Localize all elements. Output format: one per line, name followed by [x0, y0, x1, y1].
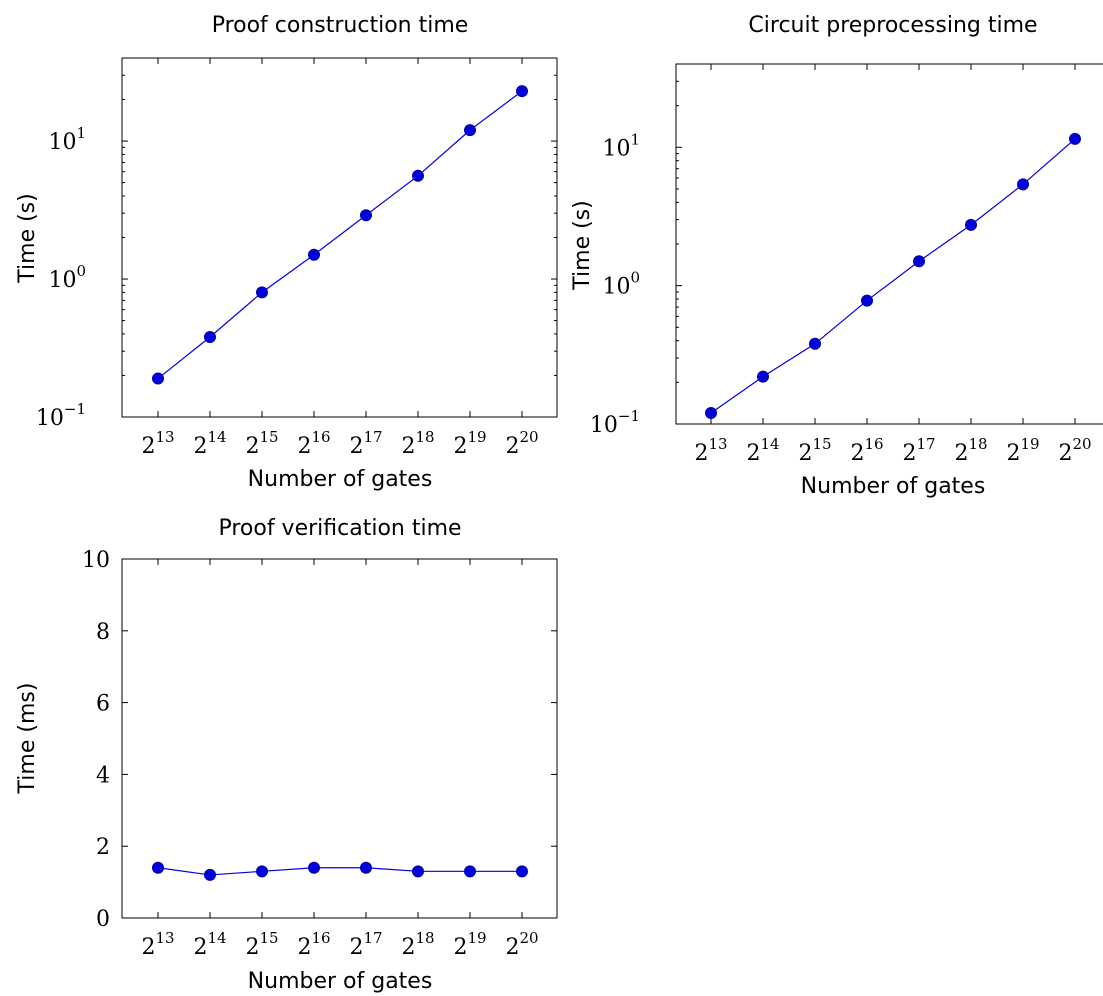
data-point	[516, 865, 528, 878]
x-tick-label: 216	[297, 929, 330, 960]
data-point	[152, 372, 164, 385]
chart-title: Proof verification time	[218, 516, 461, 541]
y-tick-label: 8	[96, 620, 110, 645]
y-tick-label: 6	[96, 692, 110, 717]
axis-ticks	[676, 63, 1076, 425]
data-point	[360, 209, 372, 222]
x-tick-label: 213	[141, 428, 174, 459]
data-point	[861, 294, 873, 307]
y-tick-labels: 10−1 100 101	[590, 130, 640, 438]
data-point	[464, 124, 476, 137]
plot-frame	[121, 57, 558, 418]
data-point	[152, 861, 164, 874]
x-tick-label: 216	[850, 435, 883, 466]
x-tick-label: 213	[141, 929, 174, 960]
data-point	[464, 865, 476, 878]
plot-frame	[675, 63, 1103, 425]
data-point	[1069, 132, 1081, 145]
x-tick-labels: 213 214 215 216 217 218 219 220	[694, 435, 1091, 466]
x-axis-label: Number of gates	[248, 969, 433, 994]
circuit-preprocessing-chart: Circuit preprocessing time Number of gat…	[570, 13, 1103, 499]
x-tick-label: 217	[349, 428, 382, 459]
chart-title: Circuit preprocessing time	[748, 13, 1037, 38]
proof-construction-chart: Proof construction time Number of gates …	[15, 13, 558, 492]
data-point	[204, 868, 216, 881]
x-tick-label: 216	[297, 428, 330, 459]
x-tick-label: 219	[1006, 435, 1039, 466]
series-line	[710, 138, 1076, 414]
x-tick-label: 219	[453, 428, 486, 459]
chart-title: Proof construction time	[212, 13, 469, 38]
data-point	[412, 865, 424, 878]
data-point	[308, 861, 320, 874]
data-point	[913, 255, 925, 268]
y-tick-label: 0	[96, 907, 110, 932]
y-tick-label: 101	[602, 130, 640, 161]
x-tick-label: 220	[505, 428, 538, 459]
x-axis-label: Number of gates	[248, 467, 433, 492]
data-point	[204, 331, 216, 344]
x-tick-label: 217	[902, 435, 935, 466]
series-line	[157, 90, 523, 380]
series-group	[705, 132, 1081, 420]
series-group	[152, 861, 528, 881]
x-tick-label: 215	[798, 435, 831, 466]
data-point	[308, 248, 320, 261]
y-tick-label: 10−1	[590, 407, 640, 438]
x-tick-label: 215	[245, 428, 278, 459]
y-tick-label: 10−1	[36, 400, 86, 431]
data-point	[360, 861, 372, 874]
y-tick-labels: 10−1 100 101	[36, 124, 86, 431]
x-tick-label: 219	[453, 929, 486, 960]
y-tick-label: 100	[48, 262, 86, 293]
plot-frame	[121, 558, 558, 919]
x-tick-label: 214	[193, 428, 226, 459]
x-axis-label: Number of gates	[801, 474, 986, 499]
x-tick-label: 218	[401, 428, 434, 459]
y-axis-label: Time (s)	[570, 200, 595, 290]
x-tick-labels: 213 214 215 216 217 218 219 220	[141, 428, 538, 459]
x-tick-label: 218	[954, 435, 987, 466]
data-point	[757, 370, 769, 383]
data-point	[965, 218, 977, 231]
y-tick-label: 10	[82, 548, 110, 573]
series-line	[157, 867, 522, 876]
axis-ticks	[122, 57, 557, 418]
x-tick-label: 217	[349, 929, 382, 960]
x-tick-label: 214	[746, 435, 779, 466]
data-point	[516, 85, 528, 98]
series-group	[152, 85, 528, 385]
y-axis-label: Time (ms)	[15, 683, 40, 795]
y-axis-label: Time (s)	[15, 193, 40, 283]
data-point	[809, 337, 821, 350]
x-tick-labels: 213 214 215 216 217 218 219 220	[141, 929, 538, 960]
y-tick-label: 101	[48, 124, 86, 155]
data-point	[256, 865, 268, 878]
data-point	[412, 169, 424, 182]
y-tick-label: 2	[96, 835, 110, 860]
data-point	[1017, 178, 1029, 191]
x-tick-label: 213	[694, 435, 727, 466]
x-tick-label: 215	[245, 929, 278, 960]
x-tick-label: 220	[505, 929, 538, 960]
axis-ticks	[122, 558, 557, 919]
x-tick-label: 220	[1058, 435, 1091, 466]
proof-verification-chart: Proof verification time Number of gates …	[15, 516, 558, 994]
x-tick-label: 214	[193, 929, 226, 960]
data-point	[256, 286, 268, 299]
y-tick-labels: 0 2 4 6 8 10	[82, 548, 110, 932]
data-point	[705, 407, 717, 420]
y-tick-label: 4	[96, 763, 110, 788]
y-tick-label: 100	[602, 269, 640, 300]
x-tick-label: 218	[401, 929, 434, 960]
